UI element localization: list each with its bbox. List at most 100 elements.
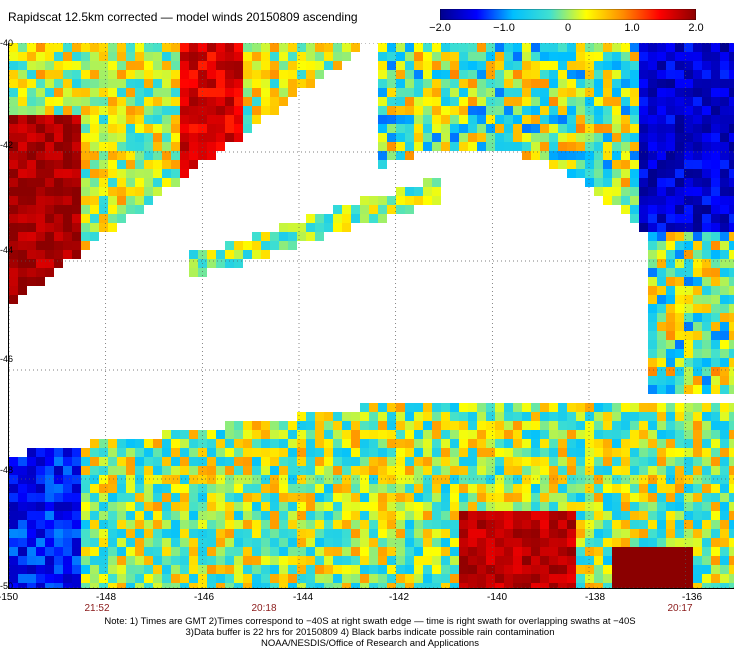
heatmap-cell	[666, 70, 675, 79]
heatmap-cell	[270, 556, 279, 565]
heatmap-cell	[45, 529, 54, 538]
heatmap-cell	[9, 214, 18, 223]
colorbar	[440, 9, 696, 20]
heatmap-cell	[612, 43, 621, 52]
heatmap-cell	[567, 565, 576, 574]
lat-label: -44	[0, 245, 14, 255]
heatmap-cell	[180, 52, 189, 61]
heatmap-cell	[189, 115, 198, 124]
heatmap-cell	[297, 43, 306, 52]
heatmap-cell	[693, 511, 702, 520]
heatmap-cell	[261, 466, 270, 475]
heatmap-cell	[441, 421, 450, 430]
heatmap-cell	[450, 97, 459, 106]
heatmap-cell	[432, 556, 441, 565]
heatmap-cell	[45, 187, 54, 196]
heatmap-cell	[396, 88, 405, 97]
heatmap-cell	[423, 43, 432, 52]
heatmap-cell	[288, 421, 297, 430]
heatmap-cell	[180, 493, 189, 502]
heatmap-cell	[477, 466, 486, 475]
heatmap-cell	[468, 457, 477, 466]
heatmap-cell	[522, 457, 531, 466]
heatmap-cell	[63, 529, 72, 538]
heatmap-cell	[693, 520, 702, 529]
heatmap-cell	[621, 538, 630, 547]
heatmap-cell	[288, 520, 297, 529]
heatmap-cell	[711, 367, 720, 376]
heatmap-cell	[531, 412, 540, 421]
heatmap-cell	[441, 475, 450, 484]
heatmap-cell	[603, 115, 612, 124]
heatmap-cell	[630, 430, 639, 439]
heatmap-cell	[486, 583, 495, 588]
heatmap-cell	[81, 511, 90, 520]
heatmap-cell	[630, 547, 639, 556]
heatmap-cell	[720, 214, 729, 223]
heatmap-cell	[81, 187, 90, 196]
heatmap-cell	[522, 97, 531, 106]
heatmap-cell	[243, 493, 252, 502]
heatmap-cell	[684, 304, 693, 313]
heatmap-cell	[468, 529, 477, 538]
heatmap-cell	[405, 538, 414, 547]
heatmap-cell	[351, 520, 360, 529]
heatmap-cell	[522, 151, 531, 160]
heatmap-cell	[63, 124, 72, 133]
heatmap-cell	[486, 142, 495, 151]
heatmap-cell	[468, 565, 477, 574]
heatmap-cell	[90, 70, 99, 79]
heatmap-cell	[153, 484, 162, 493]
heatmap-cell	[153, 106, 162, 115]
heatmap-cell	[684, 466, 693, 475]
heatmap-cell	[207, 484, 216, 493]
heatmap-cell	[459, 493, 468, 502]
heatmap-cell	[72, 70, 81, 79]
heatmap-cell	[711, 484, 720, 493]
heatmap-cell	[180, 124, 189, 133]
heatmap-cell	[72, 106, 81, 115]
heatmap-cell	[216, 97, 225, 106]
heatmap-cell	[126, 142, 135, 151]
heatmap-cell	[252, 88, 261, 97]
heatmap-cell	[495, 79, 504, 88]
heatmap-cell	[252, 538, 261, 547]
heatmap-cell	[657, 223, 666, 232]
heatmap-cell	[711, 268, 720, 277]
heatmap-cell	[675, 295, 684, 304]
heatmap-cell	[702, 331, 711, 340]
heatmap-cell	[675, 124, 684, 133]
heatmap-cell	[585, 79, 594, 88]
heatmap-cell	[369, 556, 378, 565]
heatmap-cell	[729, 205, 734, 214]
heatmap-cell	[675, 268, 684, 277]
heatmap-cell	[666, 358, 675, 367]
heatmap-cell	[549, 106, 558, 115]
heatmap-cell	[225, 106, 234, 115]
heatmap-cell	[549, 430, 558, 439]
heatmap-cell	[72, 124, 81, 133]
heatmap-cell	[684, 493, 693, 502]
heatmap-cell	[81, 178, 90, 187]
heatmap-cell	[666, 565, 675, 574]
heatmap-cell	[45, 466, 54, 475]
heatmap-cell	[153, 124, 162, 133]
heatmap-cell	[171, 151, 180, 160]
heatmap-cell	[171, 169, 180, 178]
heatmap-cell	[486, 133, 495, 142]
heatmap-cell	[315, 232, 324, 241]
heatmap-cell	[540, 484, 549, 493]
heatmap-cell	[594, 583, 603, 588]
heatmap-cell	[171, 133, 180, 142]
heatmap-cell	[333, 565, 342, 574]
heatmap-cell	[657, 556, 666, 565]
heatmap-cell	[270, 529, 279, 538]
heatmap-cell	[567, 502, 576, 511]
heatmap-cell	[558, 511, 567, 520]
heatmap-cell	[342, 223, 351, 232]
heatmap-cell	[225, 538, 234, 547]
heatmap-cell	[630, 583, 639, 588]
heatmap-cell	[657, 574, 666, 583]
heatmap-cell	[144, 151, 153, 160]
heatmap-cell	[450, 133, 459, 142]
